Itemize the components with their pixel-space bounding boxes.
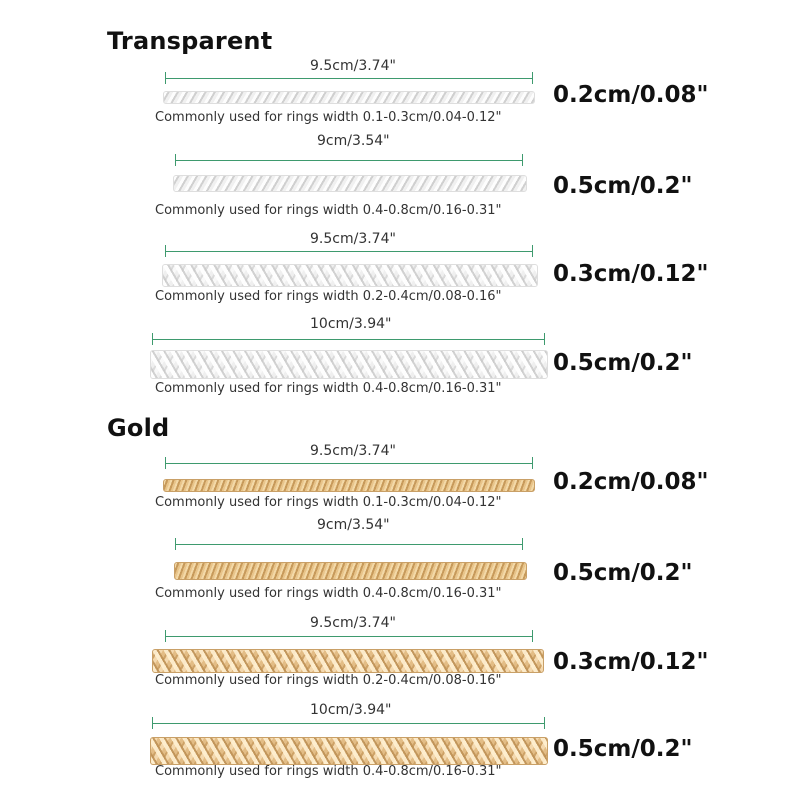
usage-text: Commonly used for rings width 0.1-0.3cm/…	[155, 110, 502, 125]
usage-text: Commonly used for rings width 0.4-0.8cm/…	[155, 203, 502, 218]
section-title-gold: Gold	[107, 414, 170, 442]
size-label: 0.2cm/0.08"	[553, 82, 709, 108]
length-dimension-line	[165, 457, 533, 469]
length-label: 9cm/3.54"	[317, 517, 390, 533]
size-label: 0.5cm/0.2"	[553, 560, 693, 586]
length-label: 9.5cm/3.74"	[310, 443, 396, 459]
size-label: 0.3cm/0.12"	[553, 649, 709, 675]
length-dimension-line	[165, 630, 533, 642]
spacer-item-transparent-1: 9.5cm/3.74" Commonly used for rings widt…	[0, 55, 800, 145]
usage-text: Commonly used for rings width 0.1-0.3cm/…	[155, 495, 502, 510]
length-dimension-line	[175, 538, 523, 550]
spacer-item-transparent-2: 9cm/3.54" Commonly used for rings width …	[0, 133, 800, 223]
length-dimension-line	[165, 245, 533, 257]
usage-text: Commonly used for rings width 0.2-0.4cm/…	[155, 289, 502, 304]
spacer-item-gold-4: 10cm/3.94" Commonly used for rings width…	[0, 698, 800, 788]
spacer-item-gold-1: 9.5cm/3.74" Commonly used for rings widt…	[0, 440, 800, 530]
length-label: 10cm/3.94"	[310, 702, 392, 718]
length-label: 9.5cm/3.74"	[310, 231, 396, 247]
length-label: 9.5cm/3.74"	[310, 615, 396, 631]
ring-spacer-transparent-thin	[163, 91, 535, 104]
usage-text: Commonly used for rings width 0.4-0.8cm/…	[155, 381, 502, 396]
usage-text: Commonly used for rings width 0.4-0.8cm/…	[155, 764, 502, 779]
size-label: 0.5cm/0.2"	[553, 173, 693, 199]
ring-spacer-gold-medium	[174, 562, 527, 580]
length-label: 10cm/3.94"	[310, 316, 392, 332]
ring-spacer-transparent-medium	[173, 175, 527, 192]
ring-spacer-transparent-braided	[162, 264, 538, 287]
spacer-item-gold-3: 9.5cm/3.74" Commonly used for rings widt…	[0, 612, 800, 702]
usage-text: Commonly used for rings width 0.4-0.8cm/…	[155, 586, 502, 601]
size-label: 0.5cm/0.2"	[553, 736, 693, 762]
section-title-transparent: Transparent	[107, 27, 273, 55]
ring-spacer-gold-thin	[163, 479, 535, 492]
length-label: 9.5cm/3.74"	[310, 58, 396, 74]
size-label: 0.3cm/0.12"	[553, 261, 709, 287]
usage-text: Commonly used for rings width 0.2-0.4cm/…	[155, 673, 502, 688]
spacer-item-transparent-3: 9.5cm/3.74" Commonly used for rings widt…	[0, 228, 800, 318]
size-label: 0.2cm/0.08"	[553, 469, 709, 495]
ring-spacer-transparent-wide	[150, 350, 548, 379]
spacer-item-gold-2: 9cm/3.54" Commonly used for rings width …	[0, 517, 800, 607]
ring-spacer-gold-braided	[152, 649, 544, 673]
length-dimension-line	[175, 154, 523, 166]
length-label: 9cm/3.54"	[317, 133, 390, 149]
spacer-item-transparent-4: 10cm/3.94" Commonly used for rings width…	[0, 313, 800, 403]
size-label: 0.5cm/0.2"	[553, 350, 693, 376]
length-dimension-line	[165, 72, 533, 84]
ring-spacer-gold-wide	[150, 737, 548, 765]
length-dimension-line	[152, 717, 545, 729]
length-dimension-line	[152, 333, 545, 345]
